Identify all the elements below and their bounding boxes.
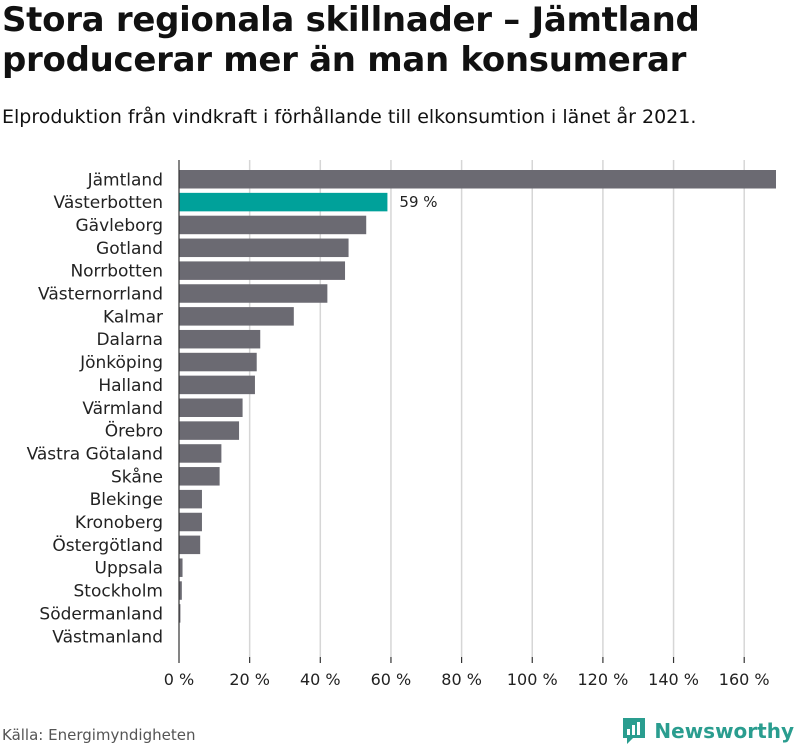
category-label: Västmanland — [52, 627, 163, 647]
category-label: Västerbotten — [54, 193, 163, 213]
bar-västernorrland — [179, 284, 328, 303]
bar-gävleborg — [179, 215, 367, 235]
bar-uppsala — [179, 558, 183, 577]
bar-västerbotten — [179, 192, 388, 212]
brand-logo: Newsworthy — [621, 716, 794, 746]
chart-title: Stora regionala skillnader – Jämtland pr… — [2, 0, 700, 80]
category-label: Värmland — [82, 399, 163, 419]
category-label: Gävleborg — [75, 216, 163, 236]
category-label: Östergötland — [52, 534, 163, 556]
bar-jämtland — [179, 170, 776, 189]
category-label: Västernorrland — [38, 285, 163, 305]
x-tick-label: 80 % — [441, 670, 482, 689]
category-label: Stockholm — [73, 582, 163, 602]
category-label: Kalmar — [103, 307, 163, 327]
x-tick-label: 0 % — [164, 670, 194, 689]
bar-kronoberg — [179, 512, 202, 532]
category-label: Örebro — [105, 420, 163, 442]
brand-name: Newsworthy — [654, 719, 794, 743]
data-label: 59 % — [399, 193, 437, 211]
chart-title-line-1: Stora regionala skillnader – Jämtland — [2, 0, 700, 40]
bar-skåne — [179, 467, 220, 486]
bar-chart-logo-icon — [623, 718, 646, 744]
x-tick-label: 100 % — [507, 670, 558, 689]
bar-dalarna — [179, 329, 261, 349]
bar-norrbotten — [179, 261, 346, 280]
bar-södermanland — [179, 604, 181, 623]
bar-örebro — [179, 421, 240, 440]
category-label: Västra Götaland — [27, 444, 163, 464]
category-label: Halland — [98, 376, 163, 396]
bar-västra-götaland — [179, 444, 222, 463]
category-label: Uppsala — [95, 559, 163, 579]
bar-jönköping — [179, 352, 257, 372]
category-label: Blekinge — [90, 490, 163, 510]
category-label: Jönköping — [79, 353, 163, 373]
category-label: Gotland — [96, 239, 163, 259]
bar-stockholm — [179, 581, 182, 600]
bar-värmland — [179, 398, 243, 417]
category-label: Kronoberg — [75, 513, 163, 533]
chart-subtitle: Elproduktion från vindkraft i förhålland… — [2, 106, 697, 128]
source-note: Källa: Energimyndigheten — [2, 726, 196, 744]
bar-blekinge — [179, 489, 202, 509]
bar-halland — [179, 375, 255, 395]
category-label: Dalarna — [96, 330, 163, 350]
chart-title-line-2: producerar mer än man konsumerar — [2, 40, 687, 80]
category-label: Jämtland — [87, 170, 163, 190]
x-tick-label: 120 % — [577, 670, 628, 689]
category-label: Södermanland — [39, 604, 163, 624]
x-tick-label: 160 % — [719, 670, 770, 689]
bar-kalmar — [179, 307, 294, 326]
category-label: Skåne — [111, 466, 163, 487]
x-tick-label: 20 % — [229, 670, 270, 689]
x-tick-label: 40 % — [300, 670, 341, 689]
bar-gotland — [179, 238, 349, 258]
x-tick-label: 140 % — [648, 670, 699, 689]
category-label: Norrbotten — [70, 262, 163, 282]
bar-östergötland — [179, 535, 201, 555]
x-tick-label: 60 % — [371, 670, 412, 689]
bar-chart: Jämtland Västerbotten Gävleborg Gotland Norr… — [27, 160, 776, 689]
